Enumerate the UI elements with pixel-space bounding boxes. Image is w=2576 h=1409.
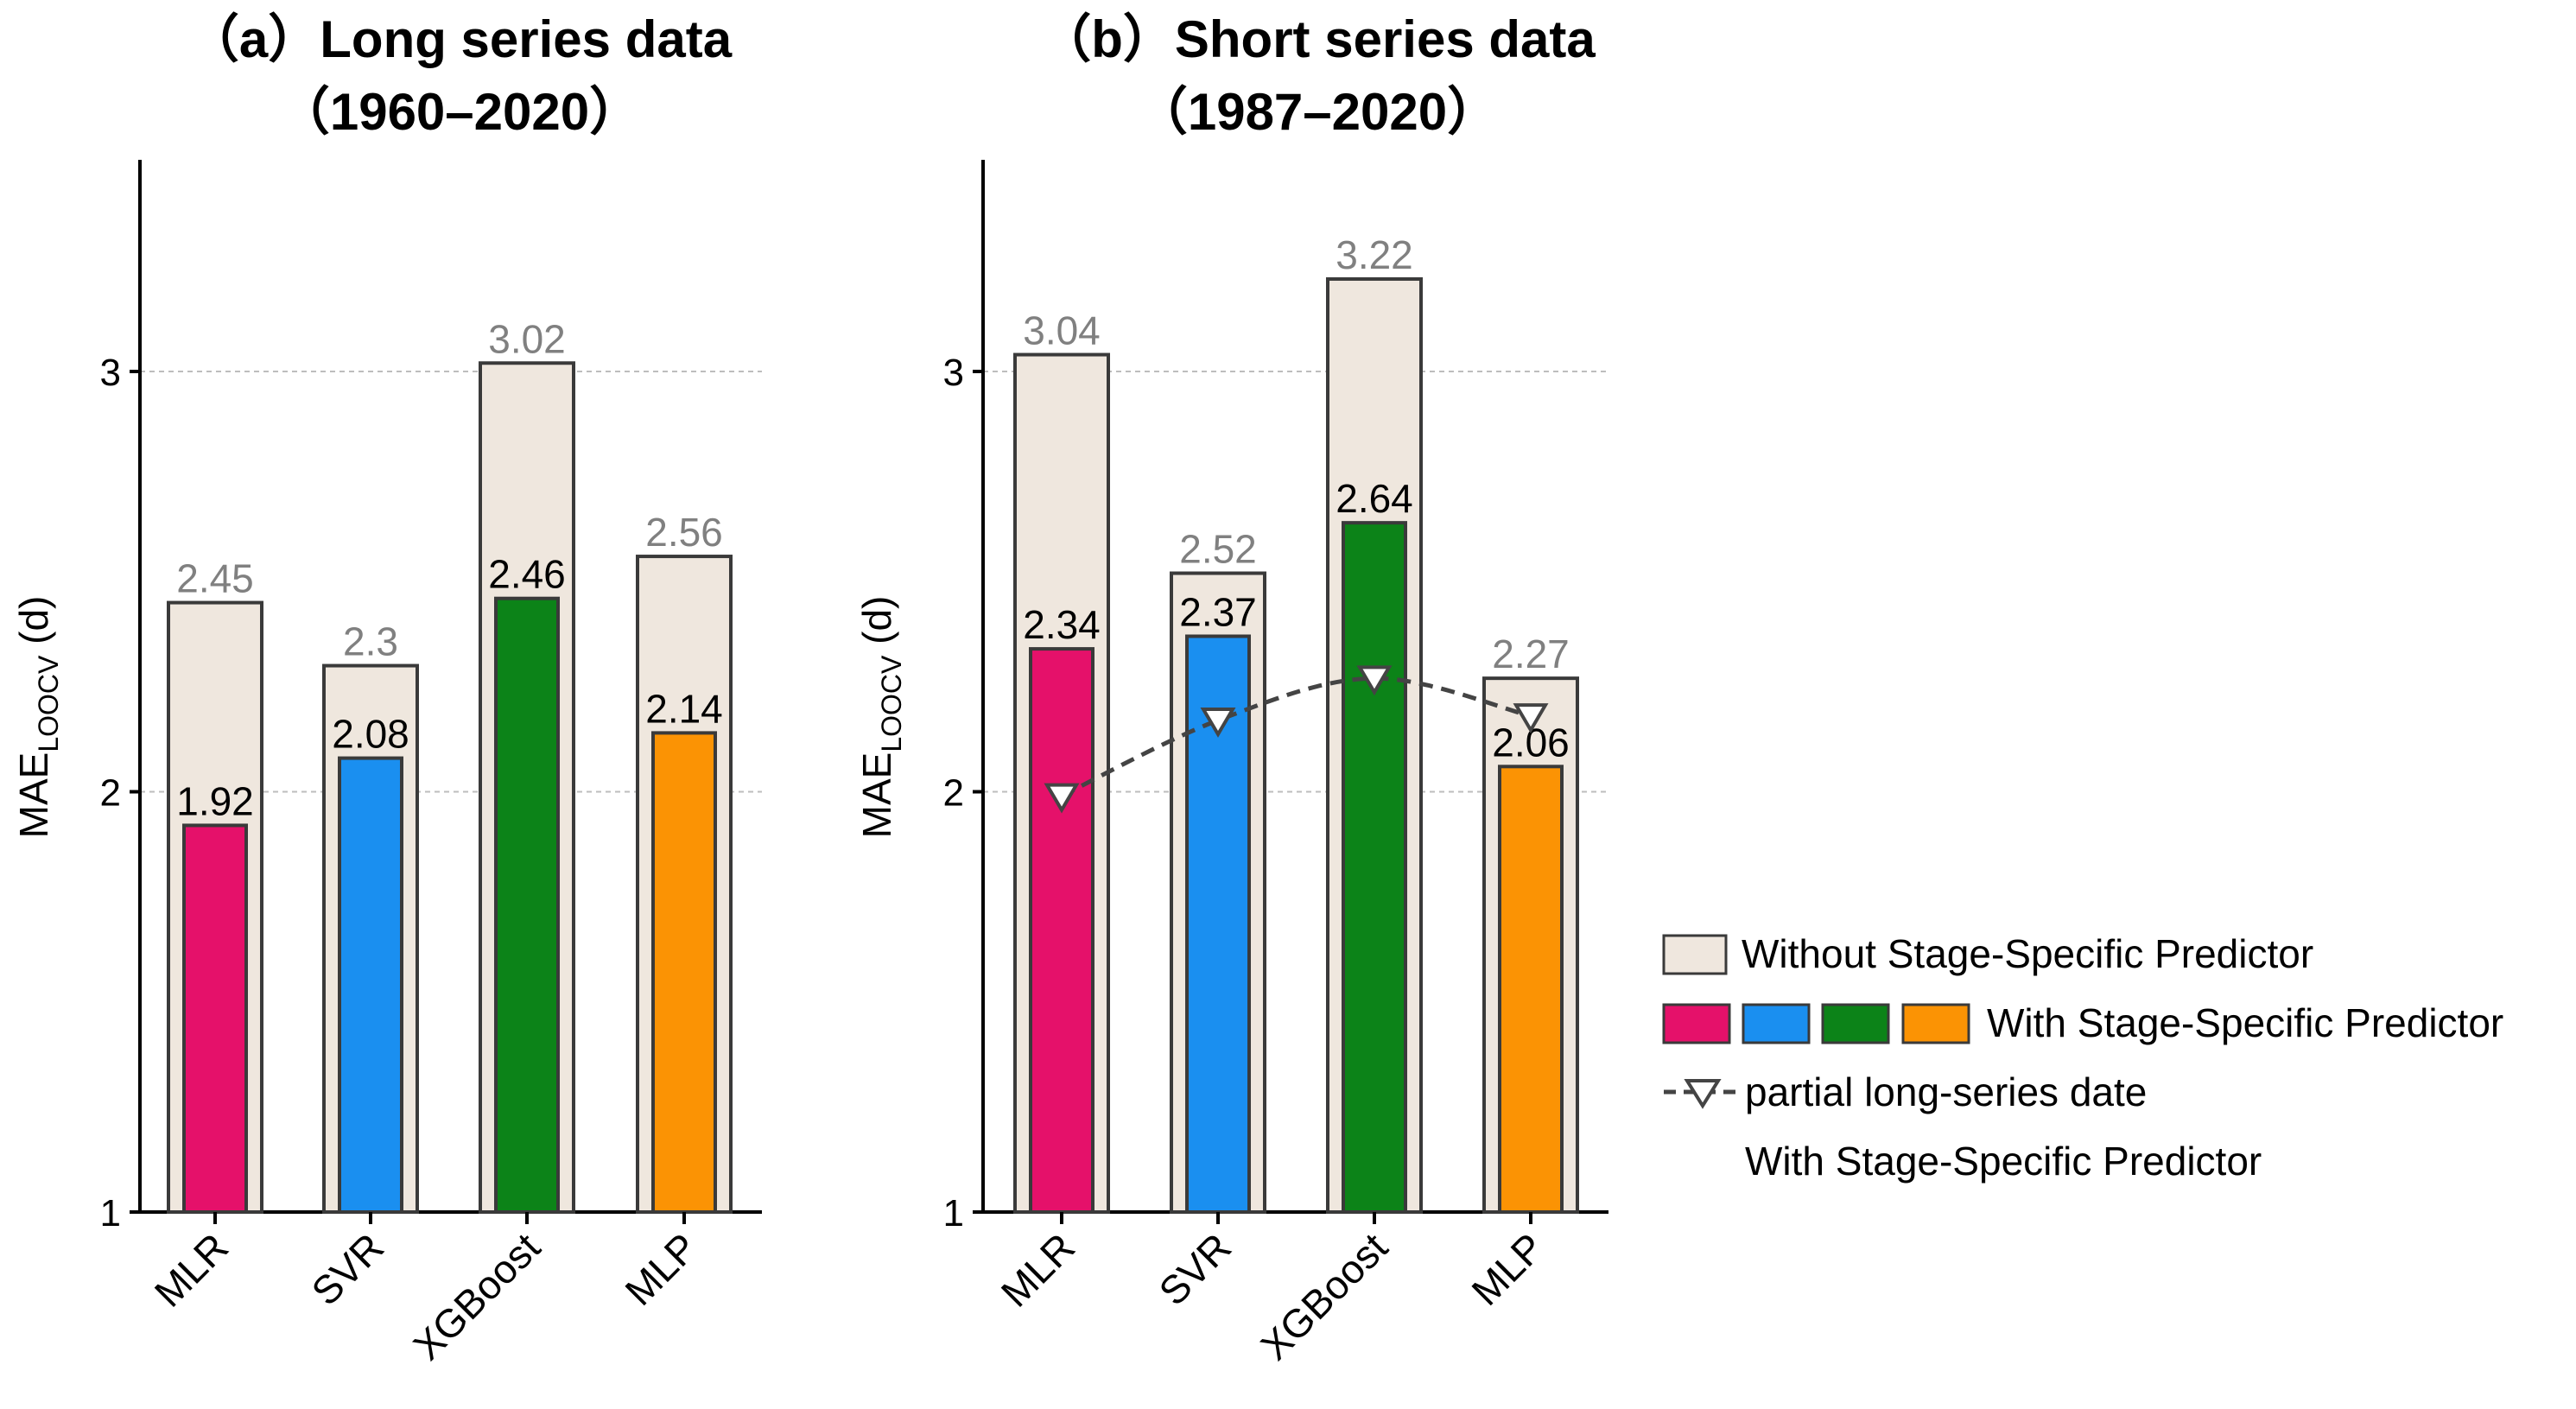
data-label-without: 3.04 — [1023, 308, 1101, 353]
y-axis-label-subscript: LOOCV — [33, 655, 64, 752]
x-tick-label: MLR — [146, 1224, 237, 1315]
legend-swatch-with-3 — [1901, 1003, 1970, 1044]
chart-subtitle: （1960–2020） — [278, 83, 641, 141]
chart-subtitle: （1987–2020） — [1136, 83, 1499, 141]
legend-swatch-with-0 — [1662, 1003, 1731, 1044]
bar-with-mlr — [182, 823, 248, 1214]
data-label-with: 2.08 — [332, 712, 409, 757]
data-label-without: 3.02 — [488, 316, 566, 361]
legend-swatch-with-1 — [1742, 1003, 1811, 1044]
data-label-with: 2.46 — [488, 552, 566, 597]
x-tick-label: MLR — [993, 1224, 1083, 1315]
data-label-without: 2.45 — [176, 556, 254, 601]
x-tick-label: MLP — [616, 1224, 706, 1314]
data-label-without: 3.22 — [1336, 232, 1413, 277]
bar-with-mlp — [651, 731, 717, 1214]
data-label-with: 2.14 — [645, 686, 723, 731]
y-tick-label: 3 — [943, 352, 964, 394]
x-tick-label: SVR — [1150, 1224, 1240, 1314]
y-tick-label: 1 — [943, 1192, 964, 1234]
y-axis-label-unit: (d) — [854, 596, 899, 656]
panel-a-long-series: （a）Long series data （1960–2020） 1 2 3 MAELOOC… — [11, 10, 762, 1368]
data-label-without: 2.52 — [1179, 527, 1257, 572]
bar-with-xgboost — [494, 596, 560, 1214]
partial-long-series-marker-mlr — [1044, 783, 1080, 814]
x-tick-label: XGBoost — [1252, 1224, 1396, 1368]
legend-marker-partial — [1684, 1079, 1722, 1109]
y-axis-label-subscript: LOOCV — [876, 655, 907, 752]
legend: Without Stage-Specific Predictor With Sta… — [1662, 931, 2503, 1184]
data-label-without: 2.27 — [1492, 632, 1570, 676]
bar-with-mlr — [1029, 647, 1094, 1214]
data-label-without: 2.56 — [645, 510, 723, 555]
y-axis-label-main: MAE — [11, 752, 56, 839]
chart-title: （b）Short series data — [1039, 10, 1596, 68]
y-tick-label: 2 — [943, 772, 964, 815]
y-tick-label: 1 — [100, 1192, 121, 1234]
legend-label-without: Without Stage-Specific Predictor — [1742, 931, 2313, 976]
data-label-without: 2.3 — [343, 619, 398, 664]
y-axis-label: MAELOOCV (d) — [854, 596, 907, 839]
partial-long-series-marker-svr — [1200, 708, 1236, 738]
y-axis-label: MAELOOCV (d) — [11, 596, 64, 839]
chart-title: （a）Long series data — [187, 10, 733, 68]
bar-with-mlp — [1498, 765, 1564, 1214]
bar-with-xgboost — [1342, 521, 1407, 1214]
bar-with-svr — [338, 756, 403, 1214]
x-tick-label: SVR — [302, 1224, 392, 1314]
y-tick-label: 2 — [100, 772, 121, 815]
legend-label-partial-line2: With Stage-Specific Predictor — [1745, 1139, 2262, 1184]
legend-swatch-without — [1662, 934, 1728, 975]
legend-swatch-with-2 — [1821, 1003, 1890, 1044]
x-tick-label: MLP — [1462, 1224, 1552, 1314]
data-label-with: 2.34 — [1023, 602, 1101, 647]
x-tick-label: XGBoost — [404, 1224, 549, 1368]
y-tick-label: 3 — [100, 352, 121, 394]
y-axis-label-unit: (d) — [11, 596, 56, 656]
data-label-with: 2.37 — [1179, 589, 1257, 634]
partial-long-series-marker-xgboost — [1356, 665, 1393, 696]
data-label-with: 1.92 — [176, 778, 254, 823]
partial-long-series-marker-mlp — [1513, 703, 1549, 734]
panel-b-short-series: （b）Short series data （1987–2020） 1 2 3 MAELOO… — [854, 10, 1608, 1368]
y-axis-label-main: MAE — [854, 752, 899, 839]
data-label-with: 2.64 — [1336, 476, 1413, 521]
partial-long-series-line — [1060, 676, 1532, 798]
legend-label-with: With Stage-Specific Predictor — [1987, 1000, 2503, 1045]
legend-label-partial-line1: partial long-series date — [1745, 1069, 2147, 1114]
